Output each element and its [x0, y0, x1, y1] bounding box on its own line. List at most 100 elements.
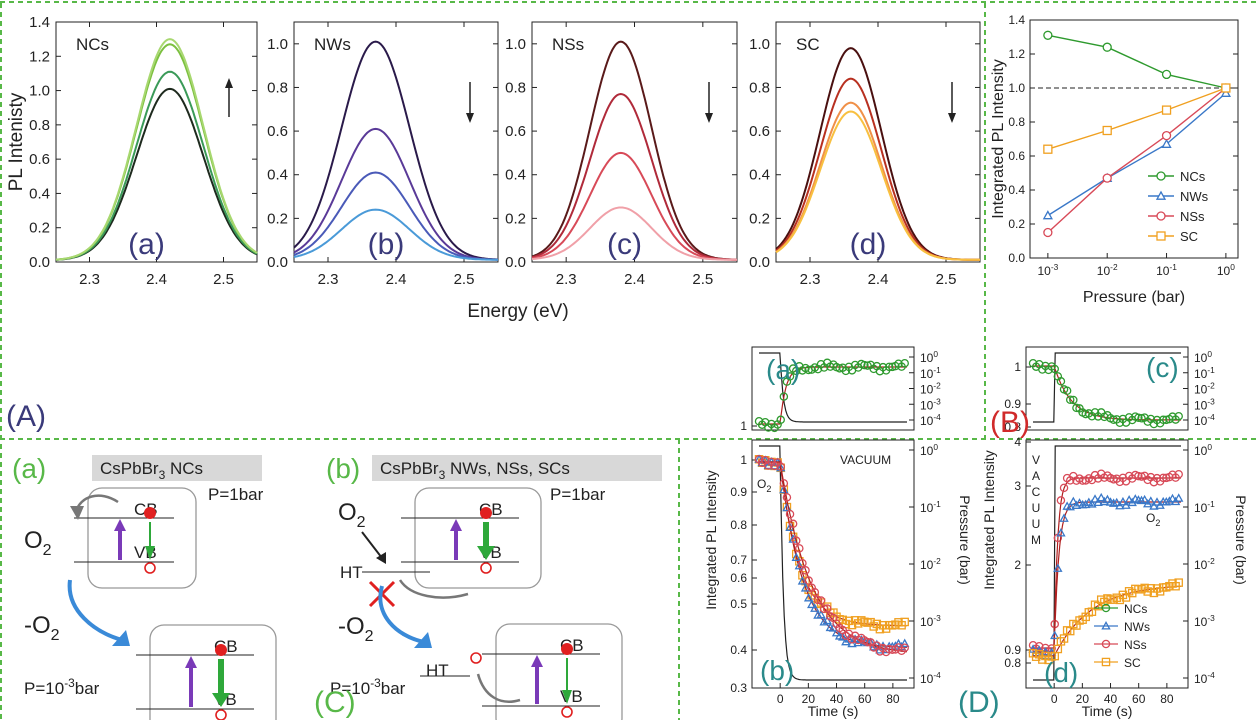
x-tick-label: 100 — [1217, 262, 1235, 278]
legend-marker — [1101, 657, 1111, 667]
y-tick-label: 0.4 — [749, 167, 770, 184]
spectrum-curve-4 — [293, 208, 498, 261]
y-tick-label: 0.0 — [29, 254, 50, 271]
sc-trace-point — [900, 617, 909, 627]
x-tick-label: 2.4 — [386, 271, 407, 288]
emission-arrowhead — [212, 693, 230, 707]
legend-label: NCs — [1180, 169, 1206, 184]
right-tick-label: 100 — [1194, 442, 1212, 458]
data-point-nss — [1161, 130, 1172, 141]
band-diagram-b-bottom: CBVB — [482, 623, 623, 720]
absorption-arrowhead — [185, 656, 197, 668]
y-tick-label: 0.6 — [505, 123, 526, 140]
sublabel: (d) — [1044, 657, 1078, 688]
x-tick-label: 10-3 — [1037, 262, 1058, 278]
nws-trace-point — [831, 627, 842, 637]
right-tick-label: 10-1 — [1194, 365, 1215, 381]
sublabel: (b) — [760, 655, 794, 686]
nws-trace-point — [847, 638, 857, 648]
nws-trace-point — [1167, 493, 1178, 503]
plot-frame — [775, 21, 981, 263]
emission-arrowhead — [477, 546, 495, 560]
x-tick-label: 2.5 — [692, 271, 713, 288]
panel-letter-b: (B) — [990, 406, 1030, 439]
x-tick-label: 2.3 — [318, 271, 339, 288]
plot-title: NCs — [76, 35, 109, 54]
x-tick-label: 2.3 — [556, 271, 577, 288]
left-tick-label: 0.3 — [730, 681, 747, 695]
diagram-a-gas: O2 — [24, 527, 52, 559]
ncs-trace-point — [779, 392, 789, 401]
nws-trace-point — [1053, 563, 1063, 572]
data-point-sc — [1221, 83, 1231, 93]
trend-arrowhead — [948, 113, 956, 123]
panel-letter-a: (A) — [6, 400, 46, 433]
band-box — [495, 623, 623, 720]
y-tick-label: 0.2 — [267, 210, 288, 227]
legend-label: NWs — [1180, 189, 1209, 204]
spectrum-curve-2 — [531, 92, 737, 261]
panel-a-spectra: 0.00.20.40.60.81.01.21.42.3 2.4 2.5NCs(a)0… — [6, 14, 981, 322]
nws-trace-point — [1112, 497, 1122, 507]
absorption-arrowhead — [450, 519, 462, 531]
data-point-ncs — [1161, 69, 1172, 80]
x-axis-label: Energy (eV) — [467, 301, 568, 322]
x-tick-label: 2.4 — [624, 271, 645, 288]
hole — [215, 709, 227, 720]
absorption-arrowhead — [531, 655, 543, 667]
y-tick-label: 1.0 — [267, 36, 288, 53]
nws-trace-point — [1152, 497, 1162, 506]
y-tick-label: 0.4 — [1008, 183, 1025, 197]
nws-trace-point — [1139, 494, 1150, 504]
nss-trace-point — [785, 509, 795, 519]
x-tick-label: 80 — [886, 692, 900, 706]
legend-marker — [1101, 621, 1111, 630]
nss-trace-point — [1059, 483, 1069, 493]
emission-arrowhead — [145, 546, 155, 560]
nws-trace-point — [1102, 494, 1113, 504]
ncs-trace-point — [884, 362, 894, 372]
right-tick-label: 10-4 — [1194, 412, 1215, 428]
pressure-trace — [1033, 445, 1181, 681]
nws-trace-point — [1161, 496, 1172, 506]
annotation-letter: A — [1032, 469, 1040, 483]
diagram-b-gas-arrowhead — [376, 552, 386, 564]
right-tick-label: 10-2 — [920, 556, 941, 572]
nws-trace-point — [1146, 496, 1156, 505]
plot-frame — [531, 21, 738, 263]
diagram-b-return-arrow — [476, 673, 521, 703]
legend-label: SC — [1124, 656, 1141, 670]
ncs-trace-point — [860, 360, 869, 370]
nss-trace-point — [900, 643, 909, 653]
plot-title: NSs — [552, 35, 584, 54]
right-tick-label: 10-4 — [920, 412, 941, 428]
y-tick-label: 1.2 — [29, 48, 50, 65]
spectrum-plot-sc: 0.0 0.2 0.4 0.6 0.8 1.0 2.3 2.4 2.5 SC (d) — [749, 21, 981, 288]
nss-trace-point — [795, 544, 804, 553]
sc-trace-point — [1059, 634, 1069, 643]
pressure-trace — [759, 445, 907, 681]
right-tick-label: 10-1 — [1194, 499, 1215, 515]
y-tick-label: 0.8 — [267, 79, 288, 96]
ncs-trace-point — [1069, 395, 1078, 405]
diagram-a-blue-arrow — [67, 579, 123, 642]
nss-trace-point — [804, 576, 813, 585]
panel-b-pressure-plot: 0.0 0.2 0.4 0.6 0.8 1.0 1.2 1.4 10-3 10-2 10-1 100 N… — [990, 13, 1239, 306]
spectrum-curve-3 — [531, 151, 737, 261]
y-tick-label: 1.0 — [505, 36, 526, 53]
nss-trace-point — [1134, 471, 1143, 481]
x-tick-label: 2.5 — [454, 271, 475, 288]
data-point-nws — [1042, 210, 1053, 220]
nss-trace-point — [782, 493, 792, 502]
series-line-nws — [1047, 92, 1227, 217]
data-point-ncs — [1102, 42, 1112, 52]
x-tick-label: 40 — [830, 692, 844, 706]
right-tick-label: 10-2 — [920, 381, 941, 397]
diagram-b-pressure-top: P=1bar — [550, 485, 606, 504]
y-tick-label: 1.0 — [29, 83, 50, 100]
x-axis-label: Pressure (bar) — [1083, 289, 1185, 306]
ncs-trace-point — [1062, 386, 1072, 395]
right-tick-label: 100 — [920, 442, 938, 458]
sc-trace-point — [1174, 578, 1183, 587]
